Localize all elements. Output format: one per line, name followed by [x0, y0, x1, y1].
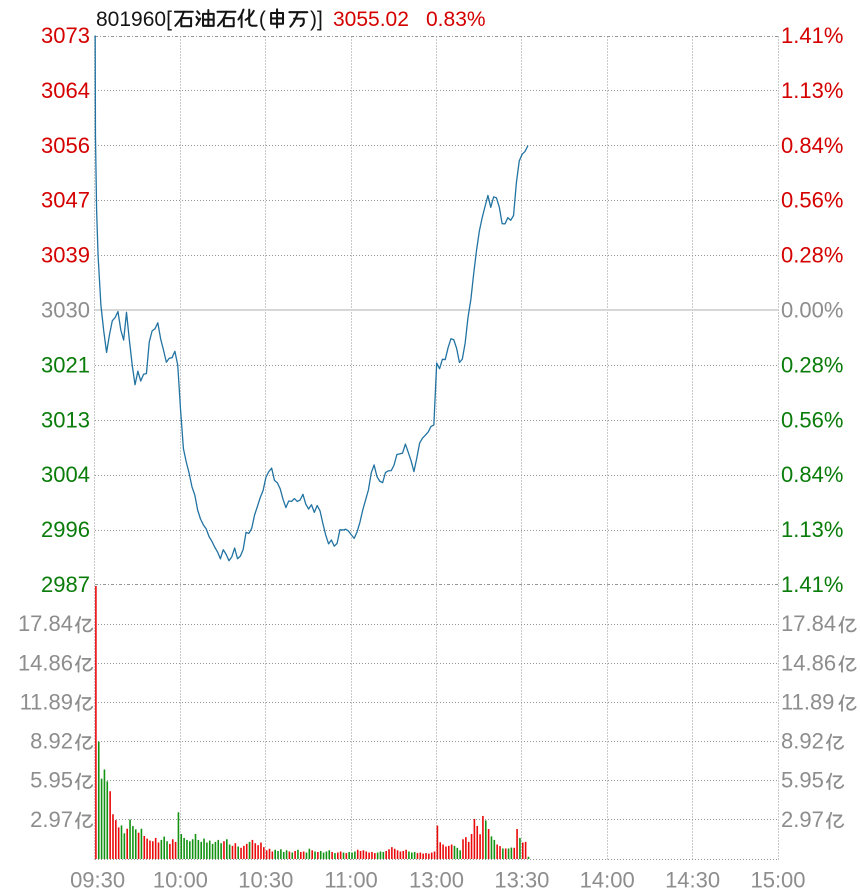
svg-text:0.84%: 0.84%: [781, 133, 843, 158]
svg-text:14:30: 14:30: [665, 868, 720, 891]
svg-text:2987: 2987: [41, 572, 90, 597]
svg-text:10:00: 10:00: [153, 868, 208, 891]
svg-text:14.86: 14.86: [18, 650, 73, 675]
svg-text:0.56%: 0.56%: [781, 407, 843, 432]
svg-text:0.83%: 0.83%: [426, 8, 486, 31]
svg-text:14.86: 14.86: [781, 650, 836, 675]
svg-text:3047: 3047: [41, 188, 90, 213]
svg-text:2.97: 2.97: [30, 807, 73, 832]
svg-text:13:00: 13:00: [409, 868, 464, 891]
svg-text:3073: 3073: [41, 23, 90, 48]
svg-text:0.84%: 0.84%: [781, 462, 843, 487]
svg-text:09:30: 09:30: [70, 868, 125, 891]
svg-text:1.13%: 1.13%: [781, 517, 843, 542]
svg-text:10:30: 10:30: [238, 868, 293, 891]
svg-text:0.28%: 0.28%: [781, 243, 843, 268]
svg-text:801960[: 801960[: [96, 8, 172, 31]
svg-text:(: (: [259, 8, 266, 31]
svg-text:)]: )]: [310, 8, 323, 31]
svg-text:3056: 3056: [41, 133, 90, 158]
svg-text:11.89: 11.89: [20, 689, 73, 714]
svg-text:5.95: 5.95: [30, 768, 73, 793]
svg-text:13:30: 13:30: [494, 868, 549, 891]
svg-text:3021: 3021: [41, 352, 90, 377]
svg-text:14:00: 14:00: [580, 868, 635, 891]
svg-text:8.92: 8.92: [781, 729, 824, 754]
svg-text:11.89: 11.89: [781, 689, 834, 714]
svg-text:0.28%: 0.28%: [781, 352, 843, 377]
svg-text:1.13%: 1.13%: [781, 78, 843, 103]
svg-text:3013: 3013: [41, 407, 90, 432]
svg-text:3055.02: 3055.02: [333, 8, 409, 31]
svg-text:17.84: 17.84: [18, 611, 73, 636]
svg-text:15:00: 15:00: [750, 868, 805, 891]
svg-text:5.95: 5.95: [781, 768, 824, 793]
svg-text:3004: 3004: [41, 462, 90, 487]
svg-text:1.41%: 1.41%: [781, 23, 843, 48]
svg-text:3039: 3039: [41, 243, 90, 268]
svg-text:2996: 2996: [41, 517, 90, 542]
svg-text:2.97: 2.97: [781, 807, 824, 832]
svg-text:0.56%: 0.56%: [781, 188, 843, 213]
svg-text:1.41%: 1.41%: [781, 572, 843, 597]
svg-text:8.92: 8.92: [30, 729, 73, 754]
svg-text:0.00%: 0.00%: [781, 298, 843, 323]
svg-text:3030: 3030: [41, 298, 90, 323]
svg-text:11:00: 11:00: [324, 868, 377, 891]
svg-text:3064: 3064: [41, 78, 90, 103]
svg-text:17.84: 17.84: [781, 611, 836, 636]
